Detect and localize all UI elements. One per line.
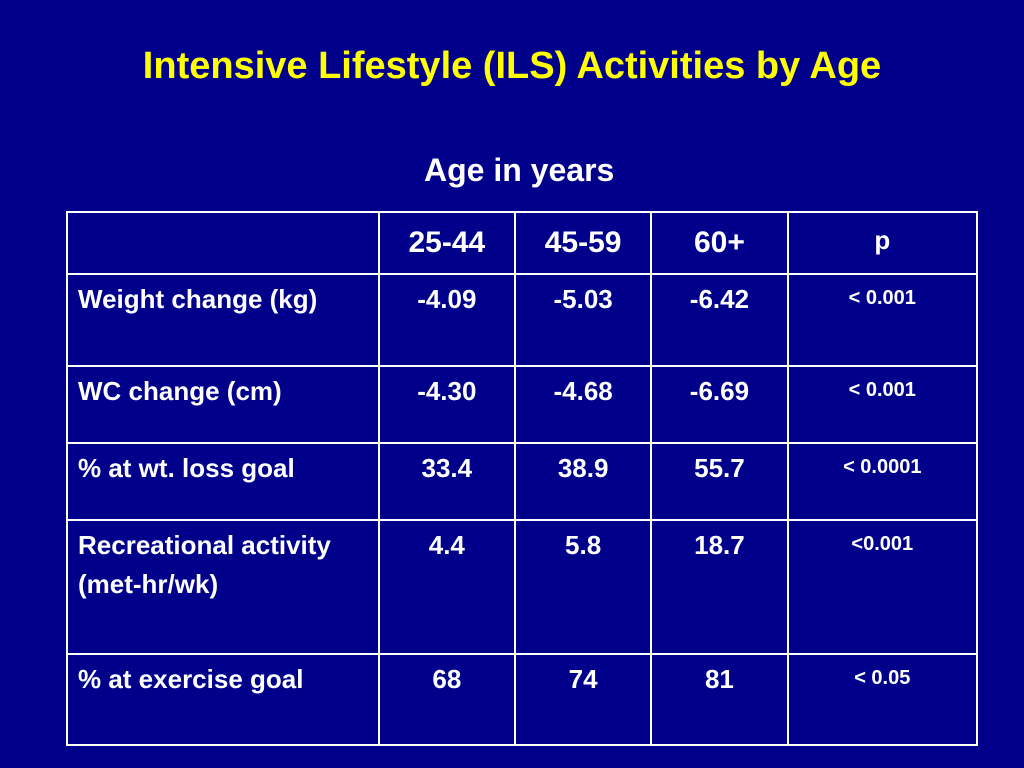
cell-value: -4.09	[377, 273, 516, 367]
header-cell-p: p	[786, 211, 979, 275]
cell-value: 81	[650, 653, 789, 746]
cell-p-value: < 0.001	[786, 273, 979, 367]
cell-value: -6.69	[650, 365, 789, 444]
table-row: WC change (cm) -4.30 -4.68 -6.69 < 0.001	[66, 365, 979, 444]
cell-p-value: <0.001	[786, 519, 979, 655]
slide-title: Intensive Lifestyle (ILS) Activities by …	[142, 45, 882, 87]
cell-value: 33.4	[377, 442, 516, 521]
cell-value: 4.4	[377, 519, 516, 655]
table-row: % at wt. loss goal 33.4 38.9 55.7 < 0.00…	[66, 442, 979, 521]
cell-value: 68	[377, 653, 516, 746]
cell-value: -5.03	[513, 273, 653, 367]
cell-value: 38.9	[513, 442, 653, 521]
cell-value: 74	[513, 653, 653, 746]
header-cell-empty	[66, 211, 380, 275]
row-label: % at exercise goal	[66, 653, 380, 746]
cell-value: -4.30	[377, 365, 516, 444]
table-row: Recreational activity (met-hr/wk) 4.4 5.…	[66, 519, 979, 655]
row-label: Recreational activity (met-hr/wk)	[66, 519, 380, 655]
header-cell-45-59: 45-59	[513, 211, 653, 275]
cell-value: 18.7	[650, 519, 789, 655]
row-label: WC change (cm)	[66, 365, 380, 444]
cell-p-value: < 0.0001	[786, 442, 979, 521]
age-in-years-caption: Age in years	[424, 152, 615, 188]
table-row: Weight change (kg) -4.09 -5.03 -6.42 < 0…	[66, 273, 979, 367]
cell-value: 5.8	[513, 519, 653, 655]
row-label: Weight change (kg)	[66, 273, 380, 367]
cell-p-value: < 0.05	[786, 653, 979, 746]
cell-p-value: < 0.001	[786, 365, 979, 444]
cell-value: -6.42	[650, 273, 789, 367]
cell-value: 55.7	[650, 442, 789, 521]
row-label: % at wt. loss goal	[66, 442, 380, 521]
header-cell-25-44: 25-44	[377, 211, 516, 275]
ils-activities-table: 25-44 45-59 60+ p Weight change (kg) -4.…	[66, 211, 979, 746]
header-cell-60-plus: 60+	[650, 211, 789, 275]
table-row: % at exercise goal 68 74 81 < 0.05	[66, 653, 979, 746]
cell-value: -4.68	[513, 365, 653, 444]
table-header-row: 25-44 45-59 60+ p	[66, 211, 979, 275]
